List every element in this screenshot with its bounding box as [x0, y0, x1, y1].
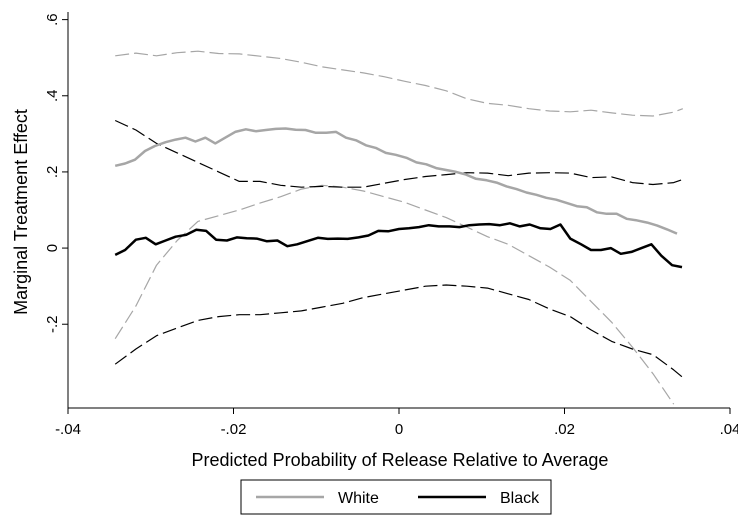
- series-black-estimate: [114, 222, 683, 269]
- y-ticks: -.2 0 .2 .4 .6: [44, 13, 68, 333]
- series-black-upper-ci: [114, 119, 683, 188]
- x-tick-label: .04: [720, 421, 738, 438]
- legend: White Black: [240, 479, 552, 515]
- x-axis-title: Predicted Probability of Release Relativ…: [192, 450, 609, 470]
- series-white-estimate: [114, 127, 678, 235]
- y-axis-title: Marginal Treatment Effect: [11, 109, 31, 315]
- x-ticks: -.04 -.02 0 .02 .04: [55, 408, 738, 438]
- y-tick-label: .6: [44, 13, 61, 26]
- legend-label-white: White: [338, 490, 379, 507]
- y-tick-label: 0: [44, 244, 61, 252]
- legend-label-black: Black: [500, 490, 540, 507]
- y-tick-label: .2: [44, 166, 61, 179]
- series-black-lower-ci: [114, 284, 684, 378]
- y-tick-label: -.2: [44, 315, 61, 333]
- series-white-upper-ci: [115, 50, 684, 117]
- x-tick-label: -.04: [55, 421, 81, 438]
- x-tick-label: -.02: [221, 421, 247, 438]
- y-tick-label: .4: [44, 90, 61, 103]
- x-tick-label: .02: [554, 421, 575, 438]
- plot-area: [114, 50, 684, 405]
- series-white-lower-ci: [114, 184, 675, 405]
- x-tick-label: 0: [395, 421, 403, 438]
